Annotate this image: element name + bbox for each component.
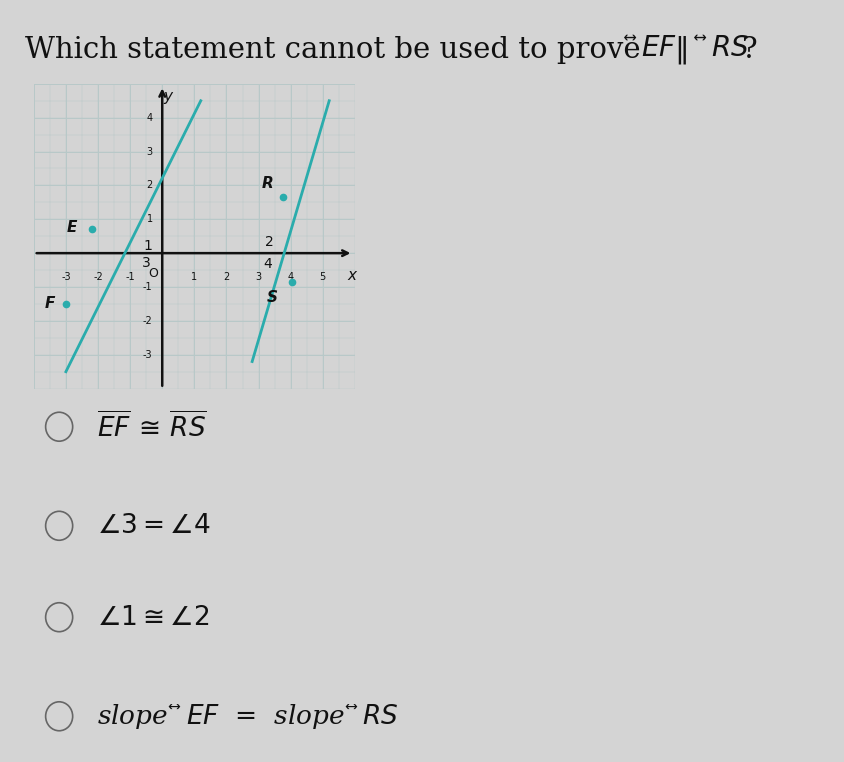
Text: -2: -2	[93, 272, 103, 282]
Text: 2: 2	[223, 272, 230, 282]
Text: 4: 4	[146, 113, 153, 123]
Text: F: F	[44, 296, 55, 312]
Text: 2: 2	[146, 181, 153, 190]
Text: 4: 4	[262, 257, 272, 271]
Text: $\overleftrightarrow{RS}$: $\overleftrightarrow{RS}$	[692, 34, 749, 62]
Text: 5: 5	[319, 272, 326, 282]
Text: 3: 3	[146, 146, 153, 156]
Text: ?: ?	[741, 36, 756, 63]
Text: $\angle 1 \cong \angle 2$: $\angle 1 \cong \angle 2$	[97, 605, 209, 629]
Text: -2: -2	[143, 316, 153, 326]
Text: y: y	[164, 89, 172, 104]
Text: 4: 4	[287, 272, 294, 282]
Text: $\overline{EF}$$\,\cong\,$$\overline{RS}$: $\overline{EF}$$\,\cong\,$$\overline{RS}…	[97, 411, 207, 442]
Text: $\angle 3 = \angle 4$: $\angle 3 = \angle 4$	[97, 514, 211, 538]
Text: -3: -3	[143, 350, 153, 360]
Text: Which statement cannot be used to prove: Which statement cannot be used to prove	[25, 36, 649, 63]
Text: 2: 2	[265, 235, 273, 249]
Text: 3: 3	[255, 272, 262, 282]
Text: $\overleftrightarrow{EF}$: $\overleftrightarrow{EF}$	[622, 34, 676, 62]
Text: R: R	[261, 175, 273, 190]
Text: $\|$: $\|$	[674, 34, 686, 66]
Text: -1: -1	[125, 272, 135, 282]
Text: 3: 3	[142, 255, 150, 270]
Text: -3: -3	[61, 272, 71, 282]
Text: O: O	[149, 267, 158, 280]
Text: 1: 1	[143, 239, 152, 253]
Text: x: x	[347, 268, 356, 283]
Text: 1: 1	[191, 272, 197, 282]
Text: slope $\overleftrightarrow{EF}$  =  slope $\overleftrightarrow{RS}$: slope $\overleftrightarrow{EF}$ = slope …	[97, 702, 398, 731]
Text: S: S	[267, 290, 278, 306]
Text: 1: 1	[146, 214, 153, 224]
Text: E: E	[67, 220, 77, 235]
Text: -1: -1	[143, 282, 153, 292]
